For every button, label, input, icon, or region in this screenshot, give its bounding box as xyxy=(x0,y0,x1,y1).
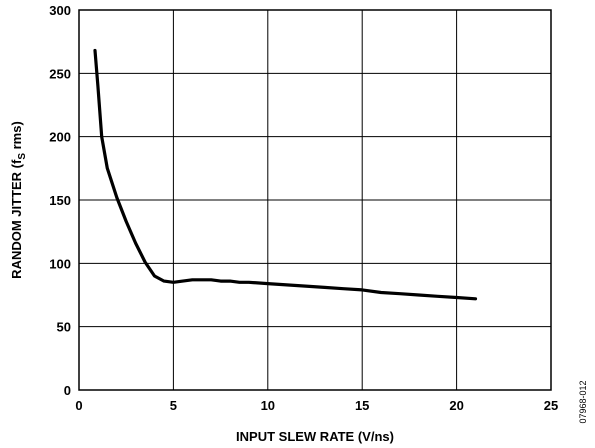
x-tick-label: 10 xyxy=(261,398,275,413)
y-axis-label: RANDOM JITTER (fS rms) xyxy=(9,121,28,279)
y-tick-label: 300 xyxy=(49,3,71,18)
x-tick-label: 25 xyxy=(544,398,558,413)
x-tick-label: 5 xyxy=(170,398,177,413)
plot-frame xyxy=(78,9,552,391)
y-tick-label: 250 xyxy=(49,66,71,81)
y-tick-label: 200 xyxy=(49,130,71,145)
x-axis-label: INPUT SLEW RATE (V/ns) xyxy=(236,429,394,444)
grid-lines xyxy=(79,10,551,390)
y-tick-label: 150 xyxy=(49,193,71,208)
y-tick-label: 50 xyxy=(57,320,71,335)
series-line-random-jitter xyxy=(93,48,478,301)
x-tick-label: 0 xyxy=(75,398,82,413)
y-tick-label: 100 xyxy=(49,256,71,271)
x-tick-label: 20 xyxy=(449,398,463,413)
x-tick-label: 15 xyxy=(355,398,369,413)
y-tick-label: 0 xyxy=(64,383,71,398)
figure-id: 07968-012 xyxy=(578,380,588,423)
